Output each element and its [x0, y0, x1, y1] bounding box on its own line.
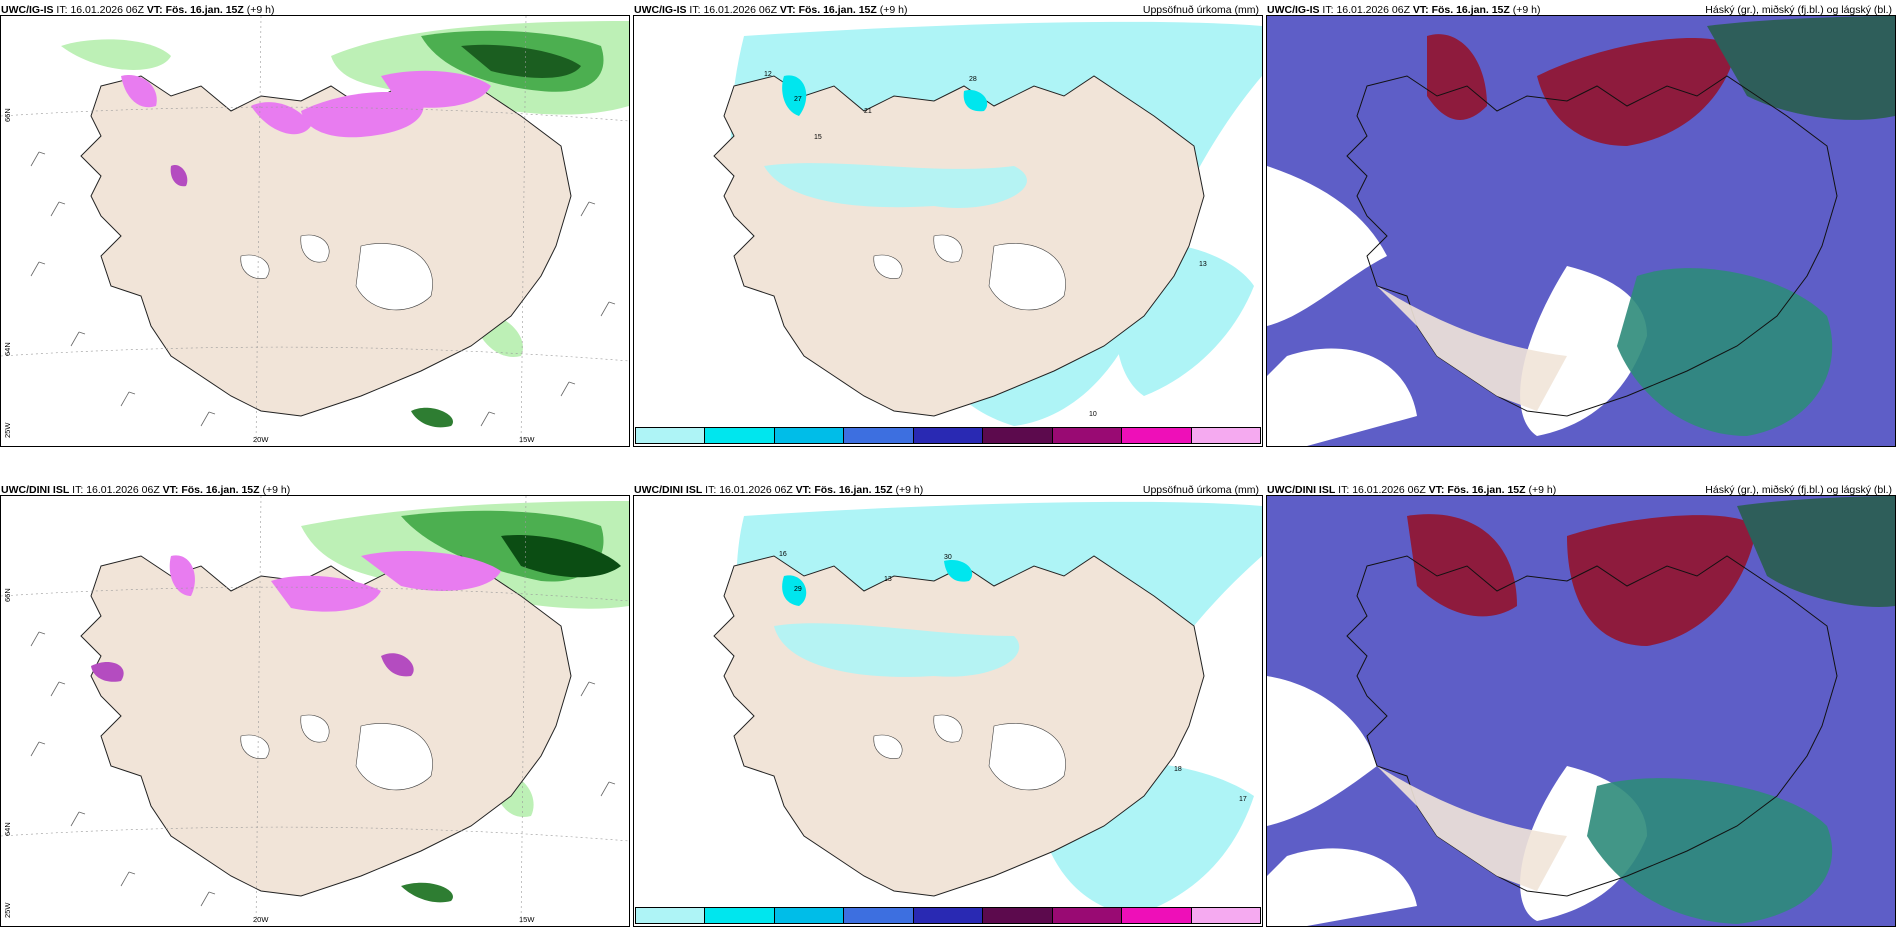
colorbar-segment: 50 [844, 908, 914, 923]
panel-row2-wind-snow: UWC/DINI ISL IT: 16.01.2026 06Z VT: Fös.… [0, 480, 630, 927]
lat-label-64n: 64N [3, 822, 12, 836]
panel-header: UWC/DINI ISL IT: 16.01.2026 06Z VT: Fös.… [1, 484, 291, 496]
precip-value: 13 [884, 576, 892, 583]
panel-row1-clouds: UWC/IG-IS IT: 16.01.2026 06Z VT: Fös. 16… [1266, 0, 1896, 447]
precip-map [634, 16, 1262, 446]
cloud-title: Háský (gr.), miðský (fj.bl.) og lágský (… [1705, 4, 1892, 16]
colorbar-segment: 150 [1052, 428, 1123, 443]
precip-value: 29 [794, 586, 802, 593]
model-name: UWC/DINI ISL [1267, 484, 1336, 496]
map-frame[interactable] [1266, 495, 1896, 927]
precip-value: 15 [814, 134, 822, 141]
lat-label-64n: 64N [3, 342, 12, 356]
precip-value: 21 [864, 108, 872, 115]
colorbar-segment: 75 [913, 428, 984, 443]
precip-value: 13 [1199, 261, 1207, 268]
colorbar: 1 10 25 50 75 100 150 200 400 [635, 907, 1261, 924]
model-name: UWC/DINI ISL [634, 484, 703, 496]
map-frame[interactable]: 20W 15W 66N 64N 25W [0, 15, 630, 447]
lon-label-15w: 15W [519, 435, 535, 444]
precip-value: 28 [969, 76, 977, 83]
precip-value: 18 [1174, 766, 1182, 773]
colorbar-segment: 1 [636, 428, 706, 443]
precip-value: 10 [1089, 411, 1097, 418]
colorbar-segment: 10 [705, 908, 775, 923]
panel-header: UWC/DINI ISL IT: 16.01.2026 06Z VT: Fös.… [633, 480, 1263, 500]
precip-title: Uppsöfnuð úrkoma (mm) [1142, 4, 1259, 16]
cloud-title: Háský (gr.), miðský (fj.bl.) og lágský (… [1705, 484, 1892, 496]
map-frame[interactable]: 20W 15W 66N 64N 25W [0, 495, 630, 927]
model-name: UWC/IG-IS [634, 4, 687, 16]
panel-row1-precip: UWC/IG-IS IT: 16.01.2026 06Z VT: Fös. 16… [633, 0, 1263, 447]
precip-map [634, 496, 1262, 926]
lat-label-66n: 66N [3, 108, 12, 122]
wind-snow-map [1, 496, 629, 926]
lon-label-15w: 15W [519, 915, 535, 924]
colorbar-segment: 200 [1122, 428, 1192, 443]
panel-header: UWC/DINI ISL IT: 16.01.2026 06Z VT: Fös.… [1266, 480, 1896, 500]
lat-label-66n: 66N [3, 588, 12, 602]
precip-value: 30 [944, 554, 952, 561]
colorbar-segment: 10 [705, 428, 775, 443]
cloud-map [1267, 16, 1895, 446]
precip-value: 17 [1239, 796, 1247, 803]
wind-snow-map [1, 16, 629, 446]
precip-value: 12 [764, 71, 772, 78]
map-frame[interactable]: 16 29 30 13 18 17 1 10 25 50 75 100 150 … [633, 495, 1263, 927]
colorbar-segment: 100 [983, 428, 1053, 443]
panel-row2-clouds: UWC/DINI ISL IT: 16.01.2026 06Z VT: Fös.… [1266, 480, 1896, 927]
colorbar-segment: 400 [1191, 908, 1260, 923]
colorbar-segment: 25 [774, 428, 845, 443]
model-name: UWC/IG-IS [1267, 4, 1320, 16]
colorbar-segment: 400 [1191, 428, 1260, 443]
precip-value: 27 [794, 96, 802, 103]
lon-label-20w: 20W [253, 435, 269, 444]
colorbar-segment: 150 [1052, 908, 1123, 923]
colorbar-segment: 1 [636, 908, 706, 923]
cloud-map [1267, 496, 1895, 926]
model-name: UWC/IG-IS [1, 4, 54, 16]
colorbar-segment: 75 [913, 908, 984, 923]
model-name: UWC/DINI ISL [1, 484, 70, 496]
precip-value: 16 [779, 551, 787, 558]
colorbar: 1 10 25 50 75 100 150 200 400 [635, 427, 1261, 444]
panel-row1-wind-snow: UWC/IG-IS IT: 16.01.2026 06Z VT: Fös. 16… [0, 0, 630, 447]
lon-label-25w: 25W [3, 902, 12, 918]
panel-header: UWC/IG-IS IT: 16.01.2026 06Z VT: Fös. 16… [1266, 0, 1896, 20]
panel-header: UWC/IG-IS IT: 16.01.2026 06Z VT: Fös. 16… [633, 0, 1263, 20]
panel-row2-precip: UWC/DINI ISL IT: 16.01.2026 06Z VT: Fös.… [633, 480, 1263, 927]
panel-header: UWC/IG-IS IT: 16.01.2026 06Z VT: Fös. 16… [1, 4, 275, 16]
lon-label-25w: 25W [3, 422, 12, 438]
colorbar-segment: 50 [844, 428, 914, 443]
colorbar-segment: 200 [1122, 908, 1192, 923]
colorbar-segment: 100 [983, 908, 1053, 923]
lon-label-20w: 20W [253, 915, 269, 924]
precip-title: Uppsöfnuð úrkoma (mm) [1142, 484, 1259, 496]
colorbar-segment: 25 [774, 908, 845, 923]
map-frame[interactable] [1266, 15, 1896, 447]
map-frame[interactable]: 12 27 21 28 15 13 10 1 10 25 50 75 100 1… [633, 15, 1263, 447]
